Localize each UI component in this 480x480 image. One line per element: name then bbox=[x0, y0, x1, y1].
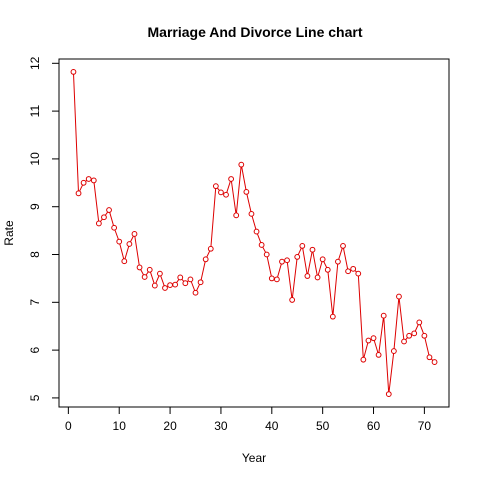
x-tick-label: 0 bbox=[65, 419, 72, 433]
y-axis: 5 6 7 8 9 10 11 12 bbox=[28, 56, 60, 401]
data-point bbox=[396, 293, 402, 300]
data-point bbox=[294, 254, 301, 260]
data-point bbox=[340, 243, 346, 249]
data-point bbox=[192, 289, 199, 296]
data-point bbox=[263, 251, 270, 258]
y-tick-label: 10 bbox=[28, 152, 42, 166]
y-tick-label: 8 bbox=[28, 251, 42, 258]
data-point bbox=[228, 176, 235, 182]
data-point bbox=[136, 264, 143, 271]
chart-title: Marriage And Divorce Line chart bbox=[148, 24, 363, 40]
data-point bbox=[406, 332, 413, 339]
data-point bbox=[253, 228, 260, 235]
data-point bbox=[101, 214, 107, 221]
data-point bbox=[141, 274, 148, 280]
data-point bbox=[182, 280, 189, 287]
data-point bbox=[345, 268, 351, 275]
data-point bbox=[75, 190, 82, 197]
series-line bbox=[72, 71, 435, 395]
data-point bbox=[202, 256, 209, 263]
data-point bbox=[131, 231, 138, 237]
data-point bbox=[121, 258, 128, 265]
data-point bbox=[116, 238, 123, 245]
data-point bbox=[172, 281, 179, 288]
data-point bbox=[85, 176, 92, 182]
data-point bbox=[187, 276, 194, 283]
data-point bbox=[95, 220, 102, 227]
data-point bbox=[146, 266, 153, 273]
data-point bbox=[309, 246, 316, 253]
y-tick-label: 7 bbox=[28, 299, 42, 306]
data-point bbox=[151, 282, 158, 289]
x-tick-label: 20 bbox=[163, 419, 177, 433]
data-point bbox=[299, 243, 306, 249]
data-point bbox=[370, 335, 377, 342]
data-point bbox=[319, 256, 326, 263]
data-point bbox=[223, 191, 229, 198]
data-point bbox=[314, 274, 321, 281]
y-tick-label: 5 bbox=[28, 394, 42, 401]
data-point bbox=[197, 279, 204, 286]
data-point bbox=[324, 266, 331, 273]
x-tick-label: 40 bbox=[265, 419, 279, 433]
data-point bbox=[289, 297, 296, 303]
data-point bbox=[355, 270, 362, 277]
data-point bbox=[212, 183, 219, 190]
data-point bbox=[304, 273, 311, 279]
data-points bbox=[70, 69, 438, 397]
data-point bbox=[385, 391, 392, 397]
x-axis-label: Year bbox=[242, 451, 266, 465]
x-tick-label: 60 bbox=[367, 419, 381, 433]
data-point bbox=[80, 179, 87, 186]
data-point bbox=[238, 161, 245, 168]
data-point bbox=[390, 348, 397, 354]
data-point bbox=[401, 338, 407, 345]
data-point bbox=[375, 351, 382, 358]
data-point bbox=[243, 188, 250, 195]
data-point bbox=[106, 207, 112, 213]
data-point bbox=[268, 275, 275, 282]
data-point bbox=[284, 257, 290, 264]
x-tick-label: 10 bbox=[113, 419, 127, 433]
data-point bbox=[421, 332, 428, 339]
plot-frame bbox=[58, 58, 450, 408]
data-point bbox=[431, 359, 438, 365]
x-tick-label: 50 bbox=[316, 419, 330, 433]
data-point bbox=[329, 313, 336, 320]
data-point bbox=[167, 282, 173, 289]
data-point bbox=[177, 274, 184, 281]
data-point bbox=[207, 245, 214, 252]
data-point bbox=[360, 356, 367, 363]
data-point bbox=[248, 210, 255, 217]
data-point bbox=[350, 265, 357, 272]
y-tick-label: 9 bbox=[28, 203, 42, 210]
y-tick-label: 12 bbox=[28, 56, 42, 70]
data-point bbox=[90, 177, 97, 184]
data-point bbox=[416, 319, 423, 326]
y-tick-label: 6 bbox=[28, 346, 42, 353]
data-point bbox=[157, 270, 163, 277]
data-point bbox=[258, 242, 265, 248]
data-point bbox=[273, 276, 280, 283]
y-tick-label: 11 bbox=[28, 105, 42, 118]
data-point bbox=[380, 312, 387, 319]
data-point bbox=[365, 337, 372, 344]
data-point bbox=[411, 330, 418, 337]
data-point bbox=[218, 189, 224, 196]
data-point bbox=[279, 258, 285, 265]
data-point bbox=[335, 258, 341, 265]
data-point bbox=[70, 69, 77, 75]
data-point bbox=[126, 241, 133, 247]
data-point bbox=[162, 285, 168, 291]
x-tick-label: 70 bbox=[418, 419, 432, 433]
data-point bbox=[426, 354, 433, 361]
x-tick-label: 30 bbox=[214, 419, 228, 433]
data-point bbox=[233, 212, 240, 219]
y-axis-label: Rate bbox=[2, 220, 16, 246]
x-axis: 0 10 20 30 40 50 60 70 bbox=[65, 406, 432, 433]
data-point bbox=[111, 224, 118, 231]
